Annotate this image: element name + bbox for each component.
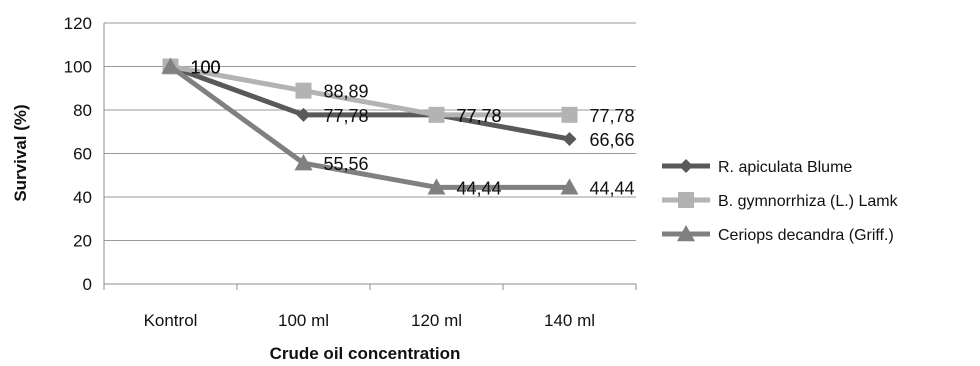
legend-marker [679,159,693,173]
legend-label: Ceriops decandra (Griff.) [718,227,894,244]
series-lines [161,57,579,195]
y-tick-label: 0 [83,275,92,294]
y-tick-label: 80 [73,101,92,120]
gridlines [104,22,636,241]
x-tick-label: 120 ml [411,311,462,330]
legend-entry: R. apiculata Blume [662,159,852,176]
data-label: 44,44 [590,178,635,198]
data-label: 66,66 [590,130,635,150]
data-label: 77,78 [324,106,369,126]
y-tick-label: 100 [64,58,92,77]
axes: 0 20 40 60 80 100 120 Kontrol 100 ml 120 ml 140 ml [64,14,637,330]
data-label: 77,78 [457,106,502,126]
data-label: 77,78 [457,106,502,126]
legend-marker [678,192,694,208]
data-label: 77,78 [590,106,635,126]
data-point-marker [296,107,311,122]
series-line-2 [170,64,570,118]
data-point-marker [161,57,180,74]
legend-label: R. apiculata Blume [718,159,852,176]
y-axis-title: Survival (%) [11,104,30,201]
data-point-marker [427,178,446,195]
y-tick-label: 120 [64,14,92,33]
data-label: 100 [191,58,221,78]
y-tick-label: 60 [73,145,92,164]
legend-entry: Ceriops decandra (Griff.) [662,225,894,244]
series-line-3 [169,64,570,190]
data-point-marker [295,82,312,99]
legend-marker [677,225,695,242]
data-label: 100 [191,58,221,78]
data-point-marker [294,154,313,171]
data-label: 88,89 [324,82,369,102]
data-label: 44,44 [457,178,502,198]
series-line-1 [169,64,570,142]
y-tick-label: 20 [73,232,92,251]
x-tick-label: 140 ml [544,311,595,330]
data-point-marker [562,132,577,147]
x-tick-label: Kontrol [144,311,198,330]
data-point-marker [428,106,445,123]
legend-entry: B. gymnorrhiza (L.) Lamk [662,192,899,210]
data-label: 100 [191,58,221,78]
data-point-marker [560,178,579,195]
x-axis-title: Crude oil concentration [270,344,461,363]
legend: R. apiculata Blume B. gymnorrhiza (L.) La… [662,159,899,244]
data-label: 55,56 [324,154,369,174]
legend-label: B. gymnorrhiza (L.) Lamk [718,193,899,210]
data-point-marker [561,106,578,123]
y-tick-label: 40 [73,188,92,207]
x-tick-label: 100 ml [278,311,329,330]
